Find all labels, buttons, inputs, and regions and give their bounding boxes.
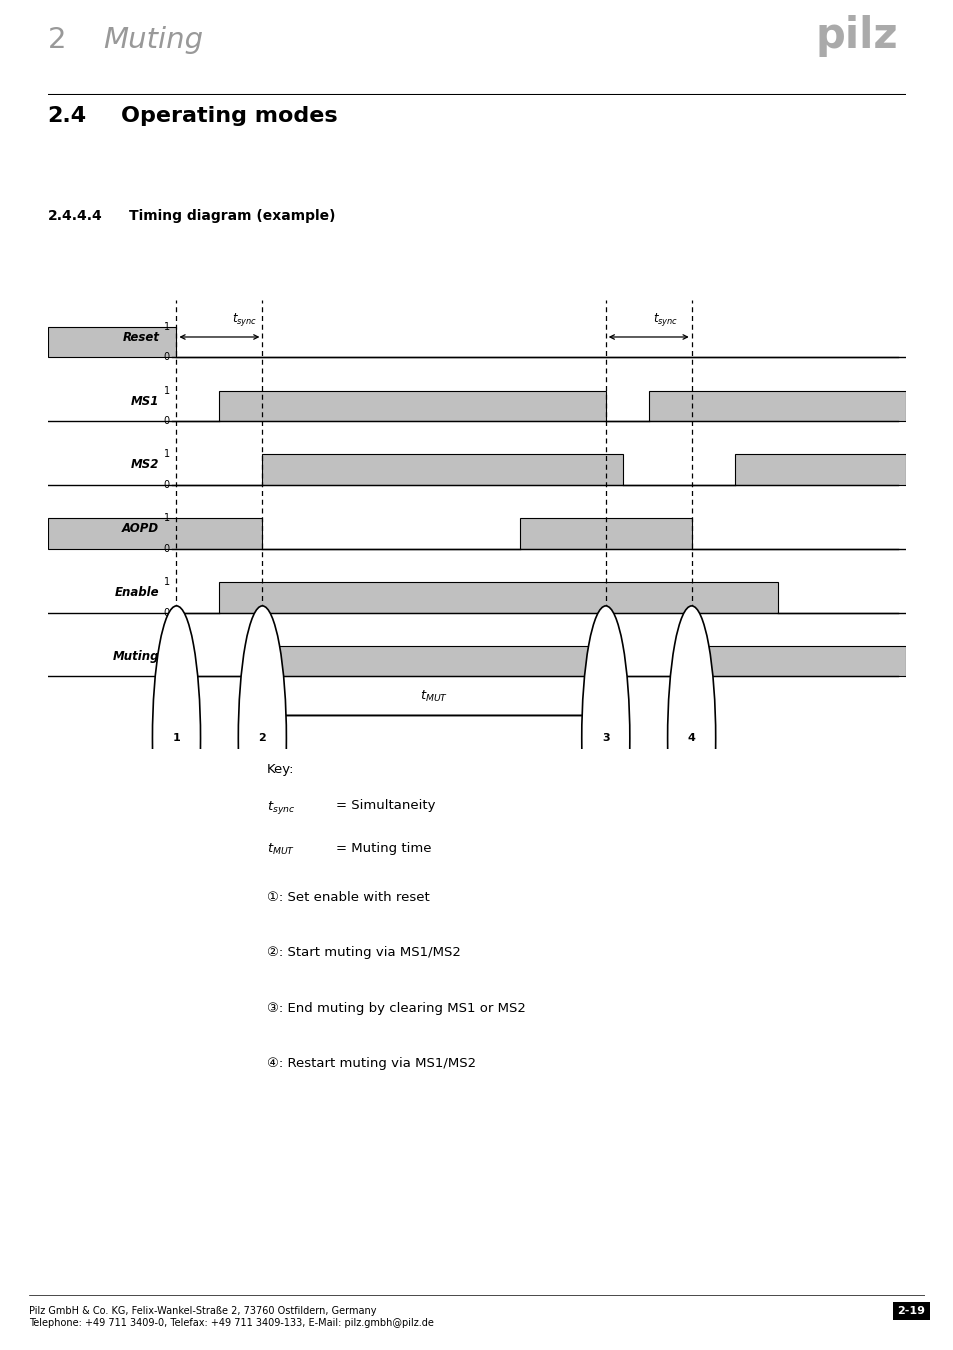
Text: 1: 1 [164, 386, 170, 396]
Circle shape [238, 606, 286, 871]
Text: Muting: Muting [112, 649, 159, 663]
Text: Operating modes: Operating modes [120, 105, 337, 126]
Text: 0: 0 [164, 671, 170, 682]
Text: Enable: Enable [114, 586, 159, 599]
Bar [734, 455, 905, 485]
Text: Key:: Key: [267, 763, 294, 776]
Text: = Simultaneity: = Simultaneity [335, 799, 435, 813]
Text: = Muting time: = Muting time [335, 842, 431, 855]
Text: Reset: Reset [122, 331, 159, 344]
Text: 4: 4 [687, 733, 695, 744]
Text: 0: 0 [164, 544, 170, 554]
Text: 1: 1 [164, 576, 170, 587]
Text: MS1: MS1 [131, 394, 159, 408]
Text: pilz: pilz [814, 15, 897, 57]
Bar [219, 390, 605, 421]
Text: 0: 0 [164, 608, 170, 617]
Text: Timing diagram (example): Timing diagram (example) [130, 209, 335, 223]
Text: 2-19: 2-19 [897, 1307, 924, 1316]
Text: 1: 1 [164, 641, 170, 651]
Text: ④: Restart muting via MS1/MS2: ④: Restart muting via MS1/MS2 [267, 1057, 476, 1071]
Text: ②: Start muting via MS1/MS2: ②: Start muting via MS1/MS2 [267, 946, 460, 960]
Text: 3: 3 [601, 733, 609, 744]
Text: 2.4.4.4: 2.4.4.4 [48, 209, 102, 223]
Bar [262, 455, 622, 485]
Text: 1: 1 [172, 733, 180, 744]
Text: 1: 1 [164, 513, 170, 524]
Text: $t_{sync}$: $t_{sync}$ [267, 799, 295, 817]
Text: Pilz GmbH & Co. KG, Felix-Wankel-Straße 2, 73760 Ostfildern, Germany
Telephone: : Pilz GmbH & Co. KG, Felix-Wankel-Straße … [29, 1307, 433, 1328]
Circle shape [581, 606, 629, 871]
Text: MS2: MS2 [131, 459, 159, 471]
Text: ①: Set enable with reset: ①: Set enable with reset [267, 891, 430, 904]
Text: ③: End muting by clearing MS1 or MS2: ③: End muting by clearing MS1 or MS2 [267, 1002, 525, 1015]
Text: Muting: Muting [103, 26, 203, 54]
Text: 0: 0 [164, 352, 170, 362]
Bar [48, 518, 262, 548]
Text: 1: 1 [164, 450, 170, 459]
Bar [519, 518, 691, 548]
Bar [262, 645, 605, 676]
Bar [48, 327, 176, 358]
Text: 2: 2 [258, 733, 266, 744]
Text: AOPD: AOPD [122, 522, 159, 535]
Bar [648, 390, 905, 421]
Text: $t_{sync}$: $t_{sync}$ [653, 312, 678, 328]
Circle shape [667, 606, 715, 871]
Text: 2.4: 2.4 [48, 105, 87, 126]
Text: 0: 0 [164, 481, 170, 490]
Bar [219, 582, 777, 613]
Circle shape [152, 606, 200, 871]
Text: $t_{MUT}$: $t_{MUT}$ [419, 688, 448, 703]
Text: 0: 0 [164, 416, 170, 427]
Text: 1: 1 [164, 321, 170, 332]
Text: 2: 2 [48, 26, 66, 54]
Bar [691, 645, 905, 676]
Text: $t_{MUT}$: $t_{MUT}$ [267, 842, 295, 857]
Text: 2-19: 2-19 [897, 1307, 924, 1316]
Text: $t_{sync}$: $t_{sync}$ [233, 312, 257, 328]
